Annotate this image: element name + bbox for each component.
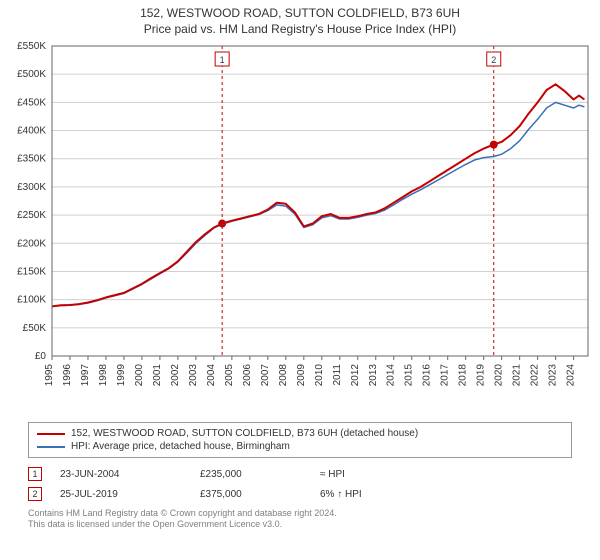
marker-diff-2: 6% ↑ HPI — [320, 489, 440, 500]
svg-text:2017: 2017 — [440, 364, 451, 387]
svg-text:£300K: £300K — [17, 182, 46, 193]
marker-diff-1: ≈ HPI — [320, 469, 440, 480]
svg-text:2001: 2001 — [152, 364, 163, 387]
svg-text:2002: 2002 — [170, 364, 181, 387]
legend-box: 152, WESTWOOD ROAD, SUTTON COLDFIELD, B7… — [28, 422, 572, 458]
svg-text:2024: 2024 — [566, 364, 577, 387]
svg-text:2008: 2008 — [278, 364, 289, 387]
legend-row-property: 152, WESTWOOD ROAD, SUTTON COLDFIELD, B7… — [37, 427, 563, 440]
svg-text:2016: 2016 — [422, 364, 433, 387]
svg-text:2007: 2007 — [260, 364, 271, 387]
footer-attribution: Contains HM Land Registry data © Crown c… — [28, 508, 572, 529]
footer-line2: This data is licensed under the Open Gov… — [28, 519, 572, 529]
svg-text:£200K: £200K — [17, 238, 46, 249]
svg-text:£450K: £450K — [17, 97, 46, 108]
svg-text:2000: 2000 — [134, 364, 145, 387]
marker-row-2: 2 25-JUL-2019 £375,000 6% ↑ HPI — [28, 484, 572, 504]
chart-title-subtitle: Price paid vs. HM Land Registry's House … — [0, 22, 600, 36]
svg-text:1996: 1996 — [62, 364, 73, 387]
svg-text:2005: 2005 — [224, 364, 235, 387]
svg-text:£250K: £250K — [17, 210, 46, 221]
marker-price-2: £375,000 — [200, 489, 320, 500]
svg-text:1999: 1999 — [116, 364, 127, 387]
marker-row-1: 1 23-JUN-2004 £235,000 ≈ HPI — [28, 464, 572, 484]
svg-text:2014: 2014 — [386, 364, 397, 387]
svg-text:2021: 2021 — [512, 364, 523, 387]
svg-text:2010: 2010 — [314, 364, 325, 387]
svg-text:2004: 2004 — [206, 364, 217, 387]
marker-date-1: 23-JUN-2004 — [60, 469, 200, 480]
svg-text:2: 2 — [491, 55, 496, 65]
legend-label-property: 152, WESTWOOD ROAD, SUTTON COLDFIELD, B7… — [71, 428, 418, 439]
line-chart-svg: £0 £50K £100K £150K £200K £250K £300K £350K £400… — [0, 36, 600, 416]
legend-swatch-property — [37, 433, 65, 435]
legend-row-hpi: HPI: Average price, detached house, Birm… — [37, 440, 563, 453]
svg-text:2018: 2018 — [458, 364, 469, 387]
marker-badge-1: 1 — [28, 467, 42, 481]
svg-text:£400K: £400K — [17, 126, 46, 137]
marker-badge-2: 2 — [28, 487, 42, 501]
marker-table: 1 23-JUN-2004 £235,000 ≈ HPI 2 25-JUL-20… — [28, 464, 572, 504]
svg-text:£350K: £350K — [17, 154, 46, 165]
svg-text:2009: 2009 — [296, 364, 307, 387]
svg-text:2023: 2023 — [548, 364, 559, 387]
svg-text:£0: £0 — [35, 351, 47, 362]
svg-text:2006: 2006 — [242, 364, 253, 387]
svg-text:2003: 2003 — [188, 364, 199, 387]
svg-text:£500K: £500K — [17, 69, 46, 80]
legend-swatch-hpi — [37, 446, 65, 448]
svg-text:1998: 1998 — [98, 364, 109, 387]
legend-label-hpi: HPI: Average price, detached house, Birm… — [71, 441, 290, 452]
marker-price-1: £235,000 — [200, 469, 320, 480]
svg-text:2022: 2022 — [530, 364, 541, 387]
footer-line1: Contains HM Land Registry data © Crown c… — [28, 508, 572, 518]
marker-date-2: 25-JUL-2019 — [60, 489, 200, 500]
chart-area: £0 £50K £100K £150K £200K £250K £300K £350K £400… — [0, 36, 600, 416]
svg-text:2013: 2013 — [368, 364, 379, 387]
svg-text:1995: 1995 — [44, 364, 55, 387]
svg-text:£150K: £150K — [17, 266, 46, 277]
svg-text:2019: 2019 — [476, 364, 487, 387]
svg-text:1: 1 — [220, 55, 225, 65]
chart-title-address: 152, WESTWOOD ROAD, SUTTON COLDFIELD, B7… — [0, 6, 600, 20]
svg-text:2012: 2012 — [350, 364, 361, 387]
svg-text:2011: 2011 — [332, 364, 343, 386]
svg-text:£100K: £100K — [17, 295, 46, 306]
svg-text:2020: 2020 — [494, 364, 505, 387]
svg-text:£550K: £550K — [17, 41, 46, 52]
svg-text:£50K: £50K — [23, 323, 47, 334]
svg-text:2015: 2015 — [404, 364, 415, 387]
svg-text:1997: 1997 — [80, 364, 91, 387]
